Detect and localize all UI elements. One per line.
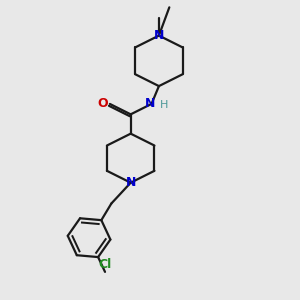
Text: Cl: Cl [98, 258, 112, 271]
Text: N: N [154, 29, 164, 42]
Text: O: O [98, 97, 108, 110]
Text: H: H [160, 100, 168, 110]
Text: N: N [125, 176, 136, 189]
Text: N: N [145, 98, 155, 110]
